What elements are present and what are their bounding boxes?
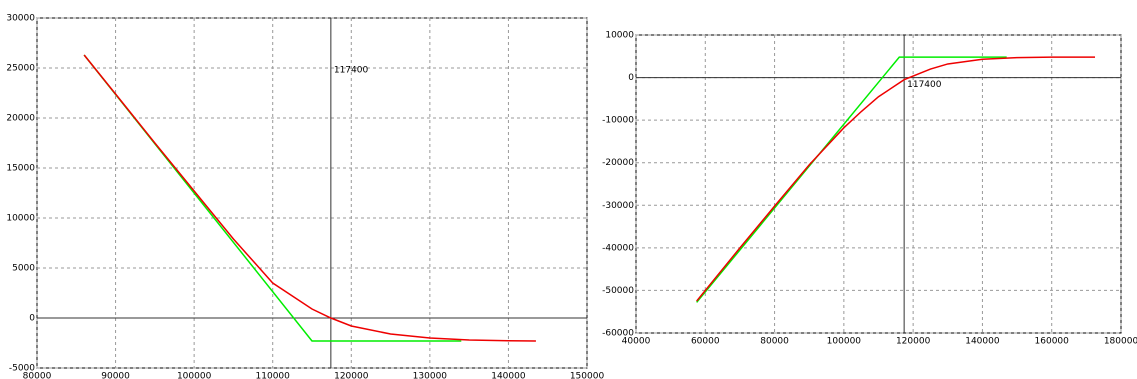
y-tick-label: 5000 — [12, 264, 35, 274]
y-tick-label: -5000 — [9, 364, 35, 374]
x-tick-label: 160000 — [1035, 337, 1070, 347]
x-tick-label: 100000 — [827, 337, 862, 347]
x-tick-label: 60000 — [691, 337, 720, 347]
y-tick-label: -60000 — [602, 329, 634, 339]
y-tick-label: 25000 — [6, 64, 35, 74]
x-tick-label: 140000 — [491, 372, 526, 379]
y-tick-label: 15000 — [6, 164, 35, 174]
marker-label: 117400 — [334, 66, 369, 76]
x-tick-label: 180000 — [1104, 337, 1137, 347]
y-tick-label: 30000 — [6, 14, 35, 24]
x-tick-label: 130000 — [413, 372, 448, 379]
y-tick-label: 0 — [628, 73, 634, 83]
series-line — [696, 56, 1096, 302]
series-line — [83, 54, 536, 342]
x-tick-label: 110000 — [256, 372, 291, 379]
x-tick-label: 140000 — [965, 337, 1000, 347]
y-tick-label: -20000 — [602, 158, 634, 168]
series-line — [696, 56, 1007, 303]
y-tick-label: -50000 — [602, 286, 634, 296]
y-tick-label: -10000 — [602, 116, 634, 126]
y-tick-label: -30000 — [602, 201, 634, 211]
x-tick-label: 40000 — [622, 337, 651, 347]
y-tick-label: 20000 — [6, 114, 35, 124]
x-tick-label: 100000 — [177, 372, 212, 379]
marker-label: 117400 — [907, 80, 942, 90]
x-tick-label: 120000 — [896, 337, 931, 347]
x-tick-label: 90000 — [101, 372, 130, 379]
y-tick-label: -40000 — [602, 243, 634, 253]
plot-area — [36, 17, 588, 369]
y-tick-label: 0 — [29, 314, 35, 324]
y-tick-label: 10000 — [6, 214, 35, 224]
y-tick-label: 10000 — [605, 31, 634, 41]
x-tick-label: 150000 — [570, 372, 605, 379]
x-tick-label: 80000 — [23, 372, 52, 379]
x-tick-label: 120000 — [334, 372, 369, 379]
x-tick-label: 80000 — [760, 337, 789, 347]
plot-area — [635, 34, 1122, 334]
